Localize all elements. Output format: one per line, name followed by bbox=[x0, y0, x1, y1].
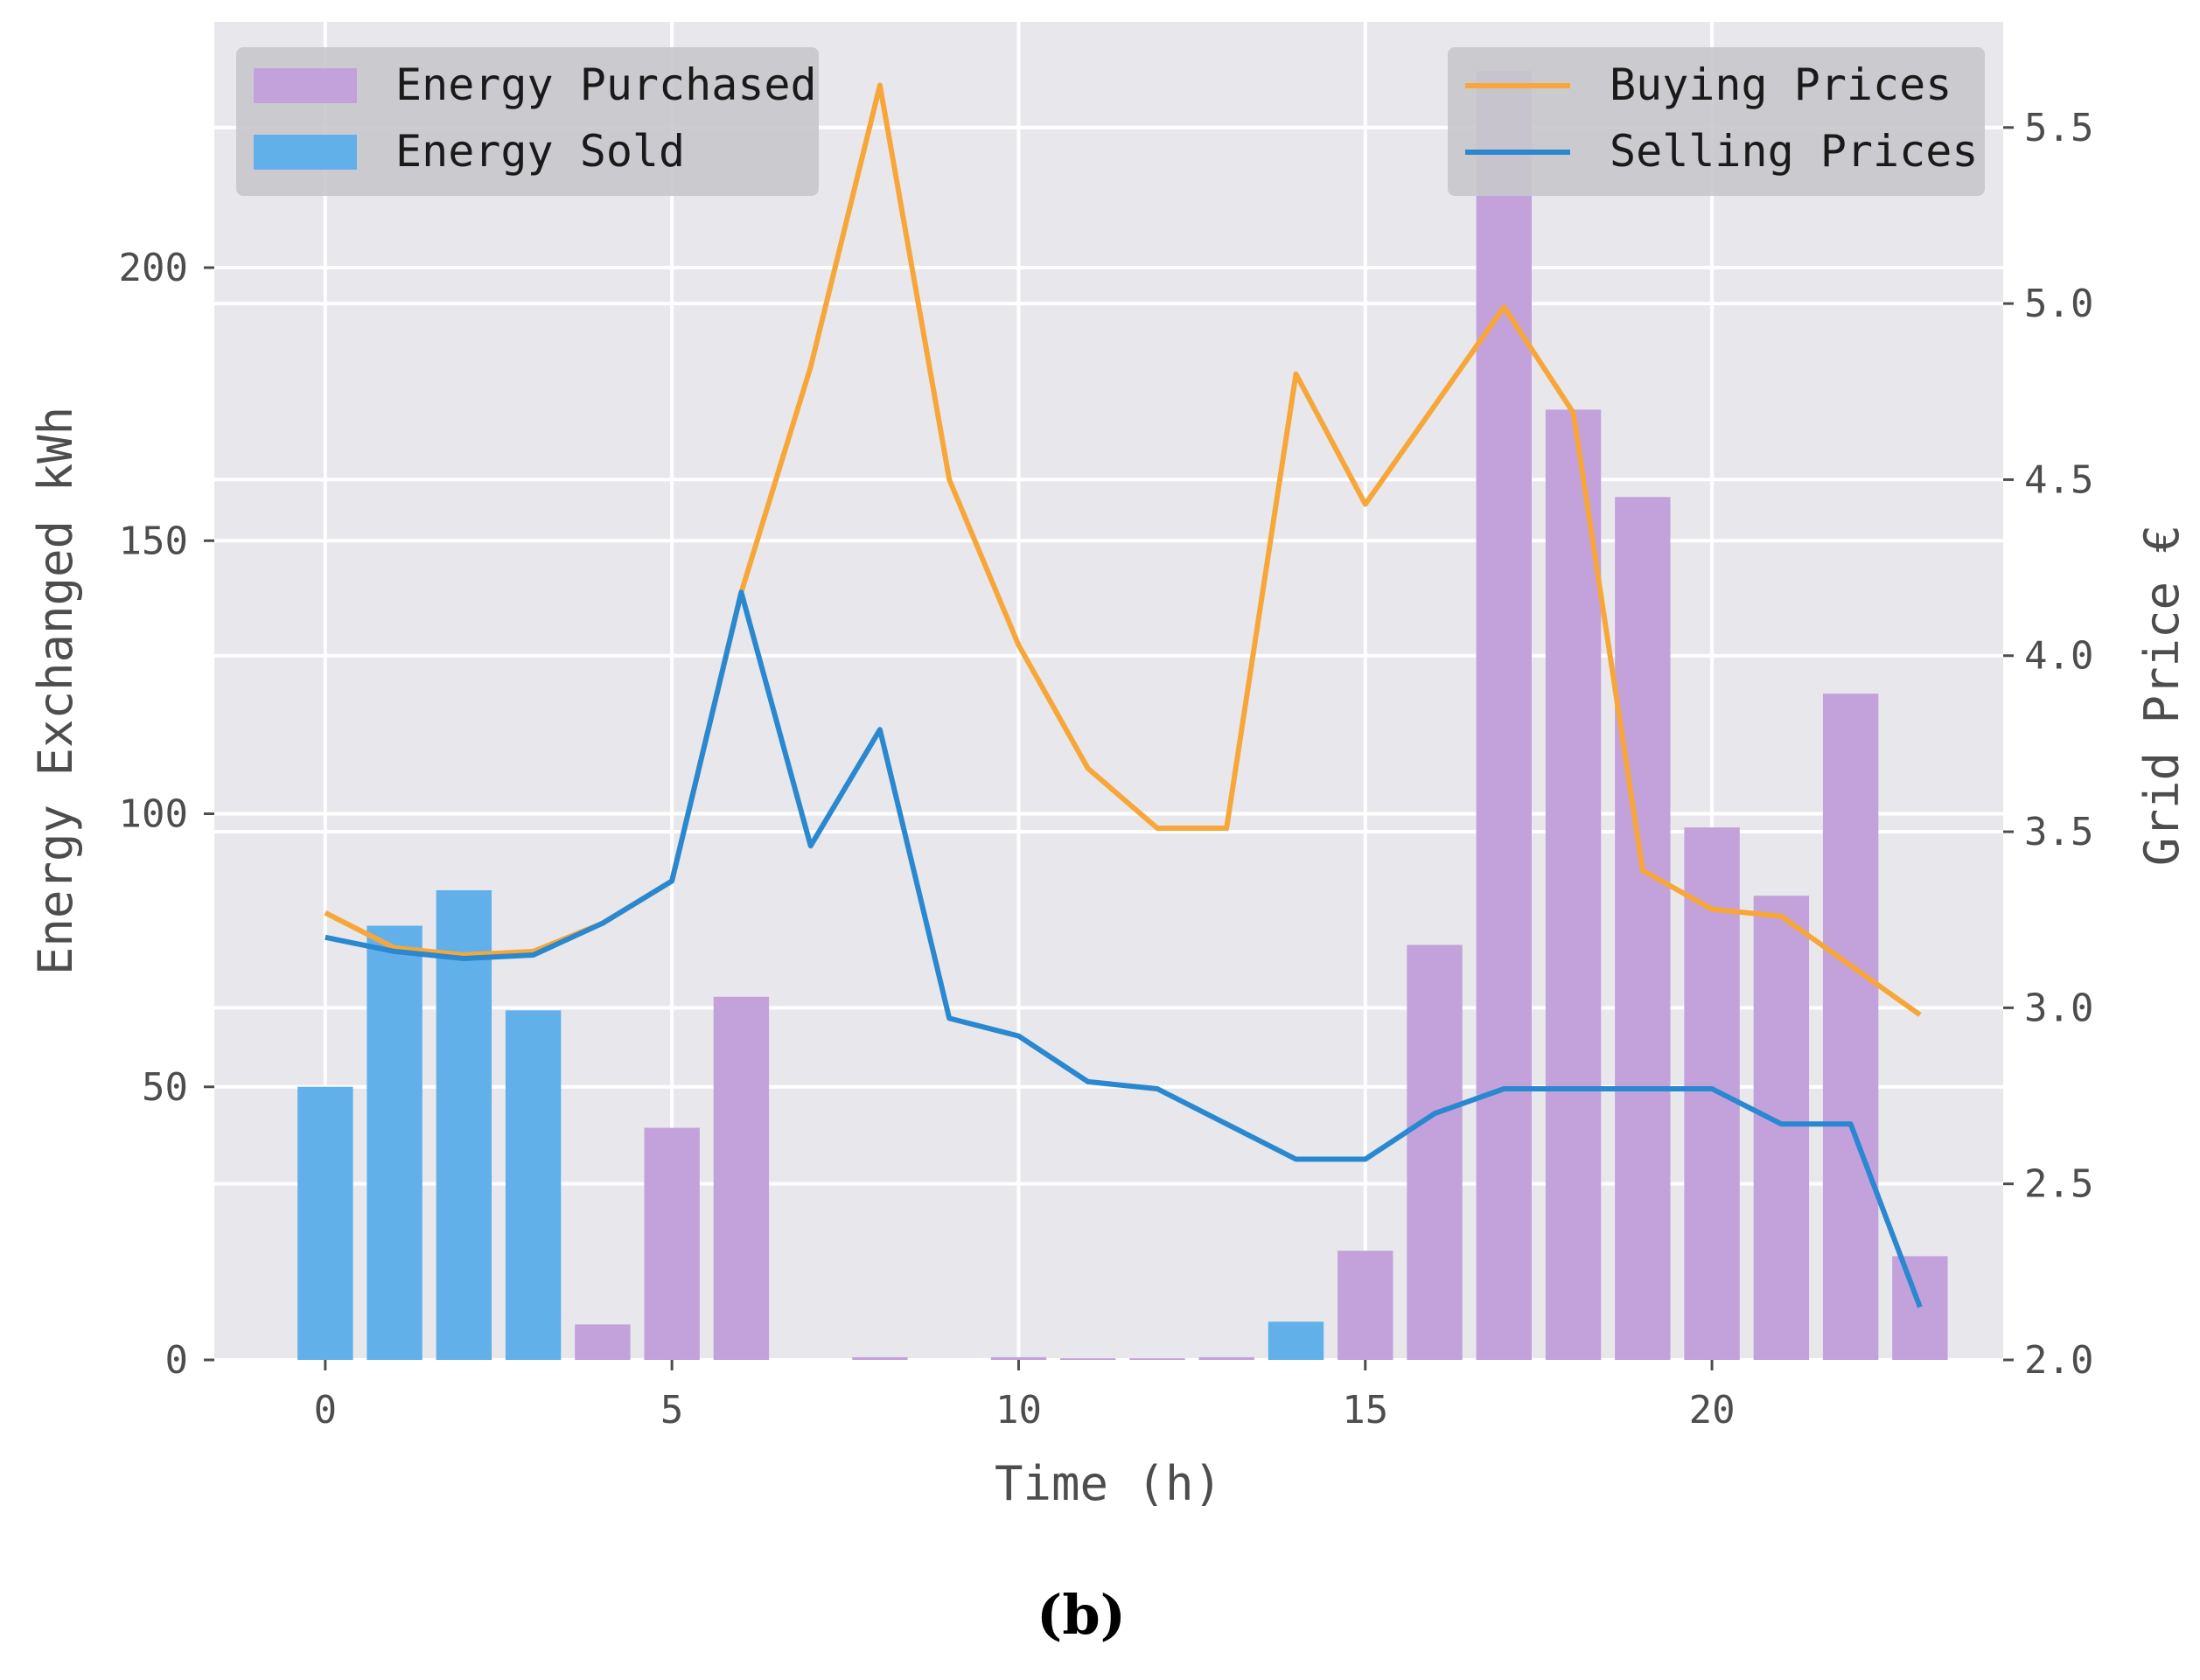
x-tick-label: 10 bbox=[995, 1388, 1042, 1433]
y2-tick-label: 2.5 bbox=[2024, 1162, 2093, 1207]
legend-sold-label: Energy Sold bbox=[395, 126, 685, 177]
y2-tick-label: 5.0 bbox=[2024, 282, 2093, 326]
energy-purchased-bar bbox=[1822, 694, 1879, 1360]
x-tick-label: 0 bbox=[314, 1388, 338, 1433]
y2-tick-label: 4.5 bbox=[2024, 457, 2093, 502]
y2-tick-label: 4.0 bbox=[2024, 634, 2093, 679]
y-axis-label: Energy Exchanged kWh bbox=[28, 407, 83, 975]
legend-purchased-swatch bbox=[254, 68, 357, 103]
figure-caption: (b) bbox=[1037, 1583, 1126, 1647]
legend-selling-label: Selling Prices bbox=[1610, 126, 1978, 177]
energy-purchased-bar bbox=[1753, 896, 1810, 1360]
energy-purchased-bar bbox=[1198, 1356, 1254, 1360]
energy-purchased-bar bbox=[1892, 1256, 1948, 1360]
energy-purchased-bar bbox=[1060, 1358, 1116, 1360]
y-tick-label: 50 bbox=[142, 1065, 188, 1110]
x-axis-label: Time (h) bbox=[995, 1456, 1222, 1511]
energy-purchased-bar bbox=[1129, 1358, 1185, 1360]
y-tick-label: 200 bbox=[119, 246, 188, 290]
bars bbox=[297, 71, 1948, 1361]
energy-purchased-bar bbox=[1684, 827, 1740, 1360]
selling-prices-line bbox=[325, 589, 1923, 1308]
energy-sold-bar bbox=[505, 1010, 562, 1360]
energy-sold-bar bbox=[1268, 1321, 1324, 1360]
axes: 0 5 10 15 200501001502002.02.53.03.54.04.55.… bbox=[119, 106, 2094, 1433]
legend-energy-box bbox=[236, 47, 819, 196]
legend-prices-box bbox=[1448, 47, 1985, 196]
energy-sold-bar bbox=[436, 889, 492, 1360]
legend-energy: Energy Purchased Energy Sold bbox=[236, 47, 819, 196]
energy-purchased-bar bbox=[644, 1127, 700, 1360]
x-tick-label: 5 bbox=[660, 1388, 684, 1433]
y2-axis-label: Grid Price € bbox=[2134, 525, 2190, 866]
energy-purchased-bar bbox=[1545, 409, 1602, 1361]
legend-prices: Buying Prices Selling Prices bbox=[1448, 47, 1985, 196]
energy-purchased-bar bbox=[713, 996, 770, 1360]
energy-purchased-bar bbox=[1337, 1251, 1393, 1360]
legend-purchased-label: Energy Purchased bbox=[395, 59, 817, 110]
y2-tick-label: 2.0 bbox=[2024, 1338, 2093, 1383]
y-tick-label: 0 bbox=[165, 1338, 189, 1383]
y-tick-label: 150 bbox=[119, 519, 188, 563]
x-tick-label: 20 bbox=[1689, 1388, 1736, 1433]
energy-sold-bar bbox=[367, 925, 423, 1360]
energy-purchased-bar bbox=[575, 1324, 631, 1360]
legend-buying-label: Buying Prices bbox=[1610, 59, 1952, 110]
y2-tick-label: 5.5 bbox=[2024, 106, 2093, 150]
energy-purchased-bar bbox=[1476, 71, 1533, 1360]
y2-tick-label: 3.0 bbox=[2024, 986, 2093, 1030]
price-lines bbox=[324, 82, 1923, 1308]
energy-purchased-bar bbox=[990, 1356, 1047, 1360]
energy-purchased-bar bbox=[1407, 945, 1463, 1360]
legend-sold-swatch bbox=[254, 135, 357, 170]
y2-tick-label: 3.5 bbox=[2024, 810, 2093, 854]
y-tick-label: 100 bbox=[119, 792, 188, 837]
x-tick-label: 15 bbox=[1342, 1388, 1388, 1433]
energy-sold-bar bbox=[297, 1086, 353, 1360]
energy-purchased-bar bbox=[852, 1356, 908, 1360]
energy-purchased-bar bbox=[1615, 497, 1671, 1360]
